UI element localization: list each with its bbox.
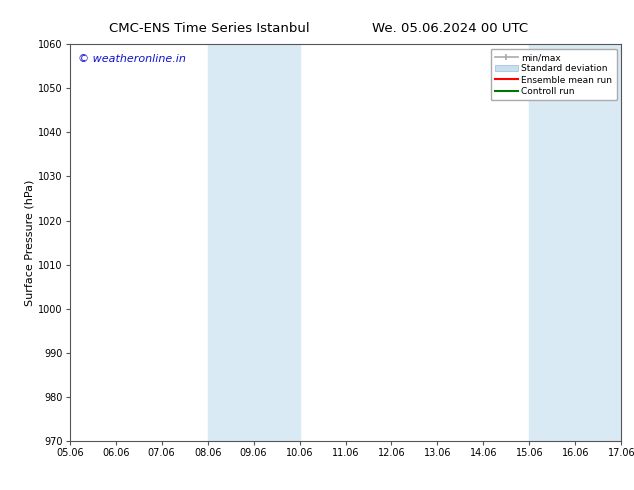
Text: CMC-ENS Time Series Istanbul: CMC-ENS Time Series Istanbul bbox=[109, 22, 309, 35]
Text: We. 05.06.2024 00 UTC: We. 05.06.2024 00 UTC bbox=[372, 22, 528, 35]
Legend: min/max, Standard deviation, Ensemble mean run, Controll run: min/max, Standard deviation, Ensemble me… bbox=[491, 49, 617, 100]
Bar bbox=[207, 44, 299, 441]
Y-axis label: Surface Pressure (hPa): Surface Pressure (hPa) bbox=[24, 179, 34, 306]
Text: © weatheronline.in: © weatheronline.in bbox=[78, 54, 186, 64]
Bar bbox=[529, 44, 621, 441]
